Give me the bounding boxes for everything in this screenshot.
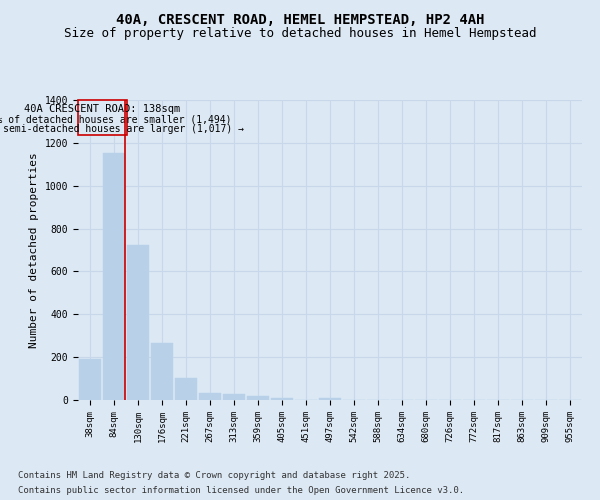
Bar [127, 244, 149, 400]
Text: 40A CRESCENT ROAD: 138sqm: 40A CRESCENT ROAD: 138sqm [25, 104, 181, 115]
Bar [103, 152, 125, 400]
Bar [247, 396, 269, 400]
Text: 40A, CRESCENT ROAD, HEMEL HEMPSTEAD, HP2 4AH: 40A, CRESCENT ROAD, HEMEL HEMPSTEAD, HP2… [116, 12, 484, 26]
Text: ← 59% of detached houses are smaller (1,494): ← 59% of detached houses are smaller (1,… [0, 114, 232, 124]
Bar [223, 394, 245, 400]
Bar [319, 398, 341, 400]
Text: Size of property relative to detached houses in Hemel Hempstead: Size of property relative to detached ho… [64, 28, 536, 40]
Bar [271, 398, 293, 400]
Bar [151, 343, 173, 400]
Bar [78, 100, 127, 136]
Text: 40% of semi-detached houses are larger (1,017) →: 40% of semi-detached houses are larger (… [0, 124, 244, 134]
Y-axis label: Number of detached properties: Number of detached properties [29, 152, 39, 348]
Bar [79, 360, 101, 400]
Bar [199, 392, 221, 400]
Bar [175, 378, 197, 400]
Text: Contains public sector information licensed under the Open Government Licence v3: Contains public sector information licen… [18, 486, 464, 495]
Text: Contains HM Land Registry data © Crown copyright and database right 2025.: Contains HM Land Registry data © Crown c… [18, 471, 410, 480]
